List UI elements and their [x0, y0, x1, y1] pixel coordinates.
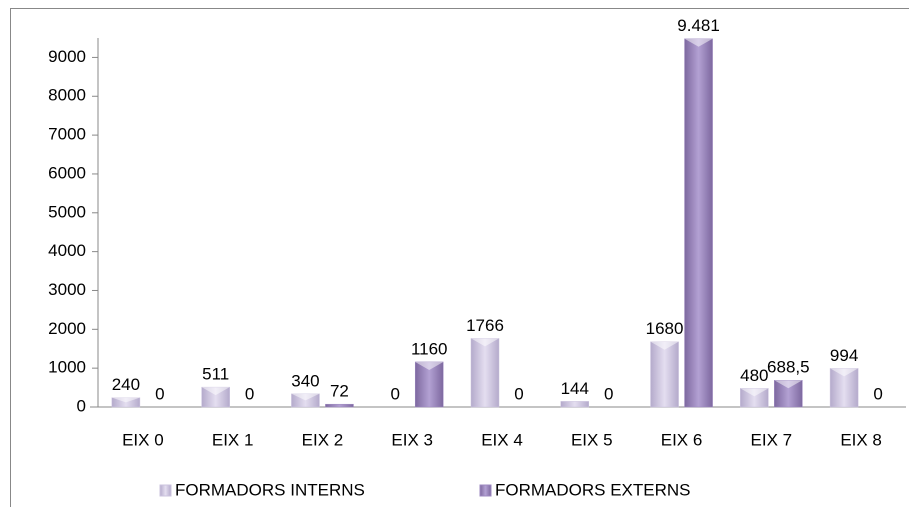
y-tick-label: 1000: [48, 358, 86, 377]
y-tick-label: 7000: [48, 125, 86, 144]
legend-label: FORMADORS INTERNS: [175, 480, 365, 499]
bar: [650, 341, 679, 408]
data-label: 480: [740, 366, 768, 385]
data-label: 144: [561, 379, 589, 398]
x-tick-label: EIX 4: [481, 430, 523, 449]
x-tick-label: EIX 5: [571, 430, 613, 449]
data-label: 0: [390, 384, 399, 403]
legend-swatch: [479, 484, 492, 497]
bar-bevel: [201, 387, 230, 396]
bar-bevel: [830, 368, 859, 377]
y-tick-label: 4000: [48, 241, 86, 260]
data-label: 688,5: [767, 358, 810, 377]
bar: [470, 338, 500, 408]
data-label: 72: [330, 382, 349, 401]
y-tick-label: 8000: [48, 86, 86, 105]
bar-bevel: [650, 341, 679, 350]
data-label: 1160: [411, 339, 448, 358]
bar: [325, 403, 354, 408]
x-tick-label: EIX 6: [661, 430, 703, 449]
bar-bevel: [415, 361, 444, 370]
data-label: 240: [112, 375, 140, 394]
y-tick-label: 5000: [48, 202, 86, 221]
data-label: 994: [830, 346, 858, 365]
data-label: 0: [155, 384, 164, 403]
legend-label: FORMADORS EXTERNS: [495, 480, 691, 499]
x-tick-label: EIX 1: [212, 430, 254, 449]
y-tick-label: 6000: [48, 163, 86, 182]
y-tick-label: 2000: [48, 319, 86, 338]
bar: [684, 38, 713, 408]
y-tick-label: 3000: [48, 280, 86, 299]
data-label: 511: [202, 365, 229, 384]
data-label: 9.481: [677, 16, 720, 35]
data-label: 340: [291, 371, 319, 390]
data-label: 0: [514, 384, 523, 403]
bar-bevel: [740, 388, 769, 397]
data-label: 1766: [466, 316, 504, 335]
bar: [560, 401, 590, 408]
chart-frame: [10, 8, 909, 507]
x-tick-label: EIX 2: [302, 430, 344, 449]
y-tick-label: 0: [77, 396, 86, 415]
data-label: 0: [245, 384, 254, 403]
data-label: 0: [873, 384, 882, 403]
data-label: 1680: [646, 319, 684, 338]
bar-bevel: [111, 397, 140, 403]
x-tick-label: EIX 0: [122, 430, 164, 449]
x-tick-label: EIX 3: [391, 430, 433, 449]
bar-bevel: [471, 338, 499, 347]
bar-bevel: [774, 380, 803, 389]
legend-swatch: [159, 484, 172, 497]
bar-bevel: [291, 393, 320, 401]
bar-bevel: [684, 38, 713, 47]
y-tick-label: 9000: [48, 47, 86, 66]
x-tick-label: EIX 7: [751, 430, 793, 449]
data-label: 0: [604, 384, 613, 403]
x-tick-label: EIX 8: [840, 430, 882, 449]
